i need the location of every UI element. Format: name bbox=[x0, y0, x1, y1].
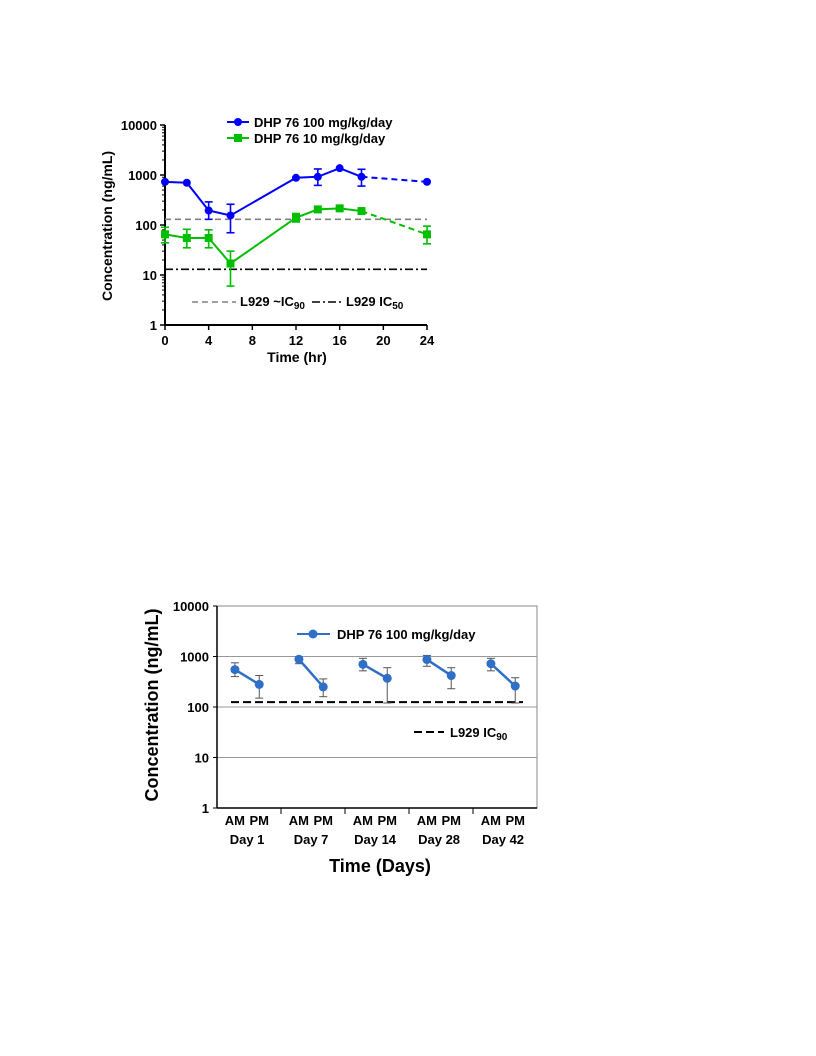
chart2-data-point-am bbox=[294, 654, 304, 664]
chart2-series-line bbox=[426, 658, 452, 677]
chart2-legend-label: DHP 76 100 mg/kg/day bbox=[337, 627, 476, 642]
chart2-pm-tick-label: PM bbox=[313, 813, 333, 828]
chart2-data-point-am bbox=[486, 659, 496, 669]
chart1-data-point bbox=[204, 206, 213, 215]
chart1-data-point bbox=[335, 204, 344, 213]
chart2-am-tick-label: AM bbox=[417, 813, 437, 828]
chart2-y-tick-label: 100 bbox=[187, 700, 209, 715]
chart2-data-point-pm bbox=[446, 671, 456, 681]
chart2-series-line bbox=[490, 662, 517, 687]
chart1-data-point bbox=[226, 211, 235, 220]
chart2-group-label: Day 14 bbox=[354, 832, 397, 847]
chart2-data-point-am bbox=[358, 659, 368, 669]
chart2-x-axis-label: Time (Days) bbox=[329, 856, 431, 876]
chart1-y-tick-label: 10 bbox=[143, 268, 157, 283]
chart1-y-tick-label: 1000 bbox=[128, 168, 157, 183]
chart-1: Concentration (ng/mL) Time (hr) 1 10 100 10… bbox=[99, 115, 435, 365]
chart1-data-point bbox=[226, 259, 235, 268]
chart2-am-tick-label: AM bbox=[481, 813, 501, 828]
chart1-y-tick-label: 10000 bbox=[121, 118, 157, 133]
chart1-legend-ref-label: L929 IC50 bbox=[346, 294, 404, 312]
chart2-am-tick-label: AM bbox=[225, 813, 245, 828]
chart1-data-point bbox=[313, 172, 322, 181]
chart-2: Concentration (ng/mL) Time (Days) 1 10 100… bbox=[142, 599, 538, 876]
chart1-data-point bbox=[204, 233, 213, 242]
chart2-pm-tick-label: PM bbox=[505, 813, 525, 828]
chart2-data-point-am bbox=[230, 665, 240, 675]
chart2-data-point-pm bbox=[382, 673, 392, 683]
chart2-group-label: Day 7 bbox=[294, 832, 329, 847]
chart2-y-tick-label: 10 bbox=[195, 751, 209, 766]
chart1-x-axis-label: Time (hr) bbox=[267, 349, 327, 365]
chart1-data-point bbox=[423, 230, 431, 239]
chart2-series-line bbox=[297, 658, 325, 688]
chart1-data-point bbox=[161, 230, 169, 239]
chart1-legend-marker bbox=[234, 118, 242, 126]
chart2-legend-ref-label: L929 IC90 bbox=[450, 725, 508, 743]
chart1-x-tick-label: 0 bbox=[161, 333, 168, 348]
chart1-data-point bbox=[161, 177, 169, 186]
chart1-data-point bbox=[357, 207, 366, 216]
chart1-data-point bbox=[313, 205, 322, 214]
chart1-data-point bbox=[357, 172, 366, 181]
chart2-pm-tick-label: PM bbox=[249, 813, 269, 828]
chart1-legend-label: DHP 76 10 mg/kg/day bbox=[254, 131, 386, 146]
chart1-legend-ref-label: L929 ~IC90 bbox=[240, 294, 305, 312]
chart2-pm-tick-label: PM bbox=[377, 813, 397, 828]
chart2-group-label: Day 1 bbox=[230, 832, 265, 847]
chart1-y-tick-label: 1 bbox=[150, 318, 157, 333]
chart1-series bbox=[161, 164, 431, 287]
chart1-data-point bbox=[423, 177, 431, 186]
chart1-data-point bbox=[292, 173, 300, 182]
chart1-x-tick-label: 4 bbox=[205, 333, 213, 348]
chart1-axes: 1 10 100 1000 10000 0 4 8 12 16 20 24 bbox=[121, 118, 435, 348]
chart2-data-point-pm bbox=[318, 682, 328, 692]
chart2-am-tick-label: AM bbox=[353, 813, 373, 828]
chart1-series-line-dashed bbox=[361, 210, 428, 236]
chart1-data-point bbox=[182, 233, 191, 242]
chart2-data-point-am bbox=[422, 655, 432, 665]
chart1-x-tick-label: 16 bbox=[332, 333, 346, 348]
chart2-am-tick-label: AM bbox=[289, 813, 309, 828]
chart2-group-label: Day 42 bbox=[482, 832, 524, 847]
chart2-series-line bbox=[234, 668, 260, 686]
chart2-series-line bbox=[362, 663, 388, 680]
chart1-data-point bbox=[292, 213, 300, 222]
chart1-series-line bbox=[164, 207, 362, 265]
chart1-data-point bbox=[335, 164, 344, 173]
chart1-x-tick-label: 20 bbox=[376, 333, 390, 348]
chart1-reference-lines bbox=[165, 218, 427, 271]
chart2-pm-tick-label: PM bbox=[441, 813, 461, 828]
chart1-legend-marker bbox=[234, 134, 242, 142]
chart2-group-label: Day 28 bbox=[418, 832, 460, 847]
chart2-y-axis-label: Concentration (ng/mL) bbox=[142, 609, 162, 802]
chart2-y-tick-label: 10000 bbox=[173, 599, 209, 614]
chart2-data-point-pm bbox=[254, 679, 264, 689]
chart2-legend: DHP 76 100 mg/kg/day L929 IC90 bbox=[297, 627, 508, 743]
chart1-x-tick-label: 12 bbox=[289, 333, 303, 348]
chart1-data-point bbox=[182, 178, 191, 187]
chart1-series-line-dashed bbox=[361, 175, 428, 183]
chart2-y-tick-label: 1000 bbox=[180, 650, 209, 665]
chart2-legend-marker bbox=[308, 629, 318, 639]
chart1-legend-label: DHP 76 100 mg/kg/day bbox=[254, 115, 393, 130]
chart1-y-axis-label: Concentration (ng/mL) bbox=[99, 151, 115, 301]
chart2-axes: 1 10 100 1000 10000 AM PM Day 1 AM PM Day 7 AM PM Day… bbox=[173, 599, 538, 847]
chart2-data-point-pm bbox=[510, 681, 520, 691]
chart1-y-tick-label: 100 bbox=[135, 218, 157, 233]
chart2-y-tick-label: 1 bbox=[202, 801, 209, 816]
chart1-x-tick-label: 8 bbox=[249, 333, 256, 348]
chart1-x-tick-label: 24 bbox=[420, 333, 435, 348]
chart2-series bbox=[230, 654, 520, 704]
